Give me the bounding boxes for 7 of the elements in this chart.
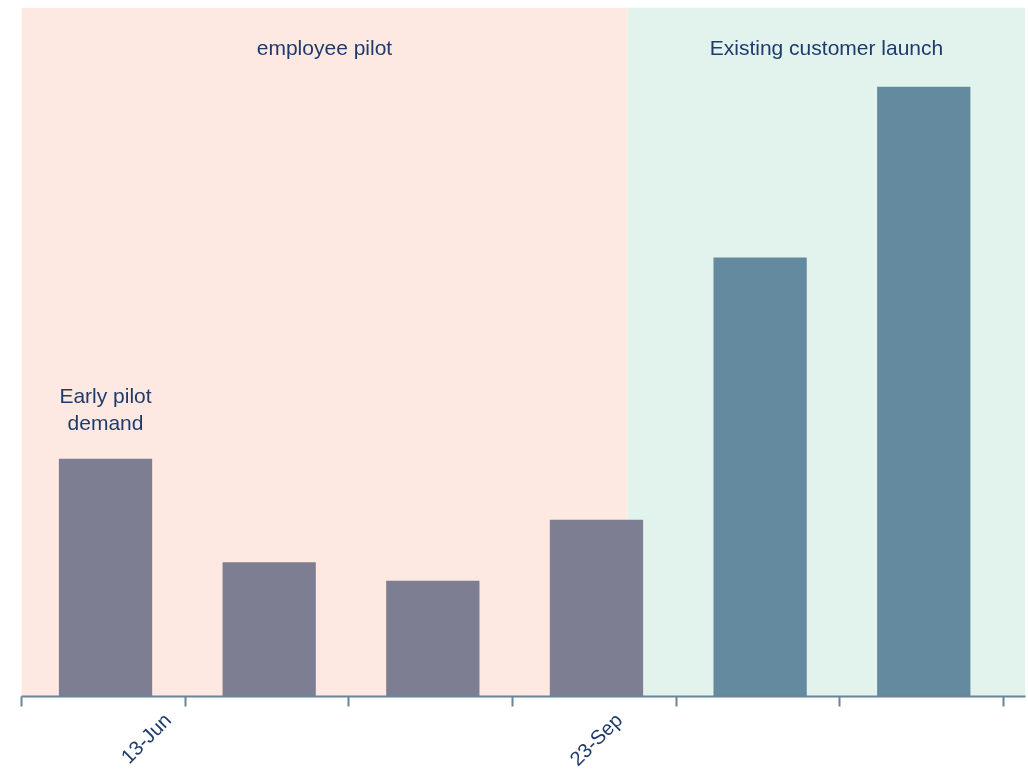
bar (549, 519, 644, 697)
bar (222, 562, 316, 697)
band-label: employee pilot (256, 35, 393, 59)
bar (386, 580, 480, 697)
bar (58, 458, 153, 697)
band-label: Existing customer launch (709, 35, 944, 59)
annotation: Early pilot demand (59, 384, 152, 434)
